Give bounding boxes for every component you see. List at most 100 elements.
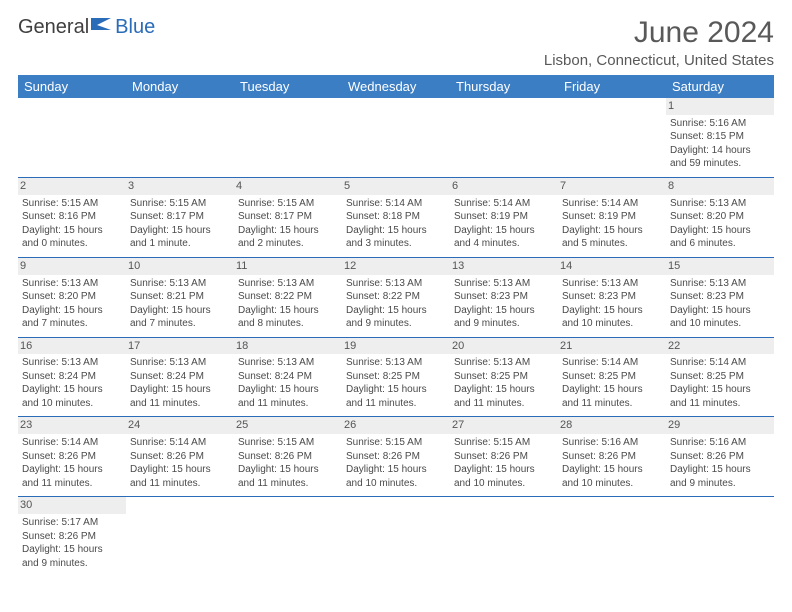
sunset-text: Sunset: 8:25 PM: [454, 370, 554, 384]
sunrise-text: Sunrise: 5:14 AM: [130, 436, 230, 450]
sunset-text: Sunset: 8:19 PM: [454, 210, 554, 224]
sunset-text: Sunset: 8:26 PM: [562, 450, 662, 464]
sunrise-text: Sunrise: 5:14 AM: [22, 436, 122, 450]
day-number: 21: [558, 338, 666, 355]
col-thursday: Thursday: [450, 75, 558, 98]
sunrise-text: Sunrise: 5:17 AM: [22, 516, 122, 530]
sunrise-text: Sunrise: 5:13 AM: [22, 277, 122, 291]
daylight-text: Daylight: 15 hours: [454, 463, 554, 477]
calendar-table: Sunday Monday Tuesday Wednesday Thursday…: [18, 75, 774, 576]
day-cell: 7Sunrise: 5:14 AMSunset: 8:19 PMDaylight…: [558, 177, 666, 257]
sunset-text: Sunset: 8:26 PM: [670, 450, 770, 464]
day-number: 15: [666, 258, 774, 275]
daylight-text: and 9 minutes.: [670, 477, 770, 491]
sunset-text: Sunset: 8:20 PM: [670, 210, 770, 224]
daylight-text: Daylight: 15 hours: [22, 383, 122, 397]
daylight-text: and 1 minute.: [130, 237, 230, 251]
sunrise-text: Sunrise: 5:13 AM: [130, 277, 230, 291]
flag-icon: [91, 16, 113, 32]
sunrise-text: Sunrise: 5:15 AM: [238, 436, 338, 450]
daylight-text: Daylight: 15 hours: [238, 224, 338, 238]
daylight-text: and 11 minutes.: [238, 397, 338, 411]
daylight-text: and 9 minutes.: [346, 317, 446, 331]
week-row: 1Sunrise: 5:16 AMSunset: 8:15 PMDaylight…: [18, 98, 774, 177]
day-cell: 18Sunrise: 5:13 AMSunset: 8:24 PMDayligh…: [234, 337, 342, 417]
sunrise-text: Sunrise: 5:15 AM: [238, 197, 338, 211]
sunrise-text: Sunrise: 5:13 AM: [22, 356, 122, 370]
sunrise-text: Sunrise: 5:15 AM: [22, 197, 122, 211]
day-cell: 3Sunrise: 5:15 AMSunset: 8:17 PMDaylight…: [126, 177, 234, 257]
daylight-text: Daylight: 15 hours: [670, 304, 770, 318]
sunset-text: Sunset: 8:24 PM: [22, 370, 122, 384]
day-cell: 6Sunrise: 5:14 AMSunset: 8:19 PMDaylight…: [450, 177, 558, 257]
day-cell: 5Sunrise: 5:14 AMSunset: 8:18 PMDaylight…: [342, 177, 450, 257]
day-cell: [666, 497, 774, 576]
day-number: 8: [666, 178, 774, 195]
daylight-text: Daylight: 15 hours: [238, 304, 338, 318]
day-cell: 9Sunrise: 5:13 AMSunset: 8:20 PMDaylight…: [18, 257, 126, 337]
daylight-text: and 59 minutes.: [670, 157, 770, 171]
sunrise-text: Sunrise: 5:13 AM: [346, 277, 446, 291]
day-cell: 25Sunrise: 5:15 AMSunset: 8:26 PMDayligh…: [234, 417, 342, 497]
sunset-text: Sunset: 8:21 PM: [130, 290, 230, 304]
daylight-text: and 2 minutes.: [238, 237, 338, 251]
daylight-text: and 8 minutes.: [238, 317, 338, 331]
sunrise-text: Sunrise: 5:13 AM: [562, 277, 662, 291]
sunrise-text: Sunrise: 5:16 AM: [562, 436, 662, 450]
day-cell: 26Sunrise: 5:15 AMSunset: 8:26 PMDayligh…: [342, 417, 450, 497]
daylight-text: Daylight: 15 hours: [454, 304, 554, 318]
day-number: 19: [342, 338, 450, 355]
day-number: 18: [234, 338, 342, 355]
sunset-text: Sunset: 8:16 PM: [22, 210, 122, 224]
sunset-text: Sunset: 8:15 PM: [670, 130, 770, 144]
sunset-text: Sunset: 8:25 PM: [346, 370, 446, 384]
sunrise-text: Sunrise: 5:16 AM: [670, 117, 770, 131]
daylight-text: and 5 minutes.: [562, 237, 662, 251]
day-number: 9: [18, 258, 126, 275]
sunrise-text: Sunrise: 5:13 AM: [454, 277, 554, 291]
sunset-text: Sunset: 8:23 PM: [562, 290, 662, 304]
day-cell: [450, 98, 558, 177]
daylight-text: and 7 minutes.: [130, 317, 230, 331]
day-cell: 1Sunrise: 5:16 AMSunset: 8:15 PMDaylight…: [666, 98, 774, 177]
day-cell: 21Sunrise: 5:14 AMSunset: 8:25 PMDayligh…: [558, 337, 666, 417]
day-number: 30: [18, 497, 126, 514]
sunrise-text: Sunrise: 5:14 AM: [454, 197, 554, 211]
daylight-text: Daylight: 15 hours: [454, 383, 554, 397]
sunset-text: Sunset: 8:23 PM: [670, 290, 770, 304]
day-number: 10: [126, 258, 234, 275]
sunset-text: Sunset: 8:18 PM: [346, 210, 446, 224]
sunset-text: Sunset: 8:22 PM: [346, 290, 446, 304]
day-cell: [342, 98, 450, 177]
day-cell: 16Sunrise: 5:13 AMSunset: 8:24 PMDayligh…: [18, 337, 126, 417]
day-number: 3: [126, 178, 234, 195]
daylight-text: and 11 minutes.: [346, 397, 446, 411]
sunrise-text: Sunrise: 5:15 AM: [346, 436, 446, 450]
day-cell: 22Sunrise: 5:14 AMSunset: 8:25 PMDayligh…: [666, 337, 774, 417]
sunrise-text: Sunrise: 5:14 AM: [562, 356, 662, 370]
daylight-text: and 9 minutes.: [454, 317, 554, 331]
day-cell: 2Sunrise: 5:15 AMSunset: 8:16 PMDaylight…: [18, 177, 126, 257]
day-number: 25: [234, 417, 342, 434]
daylight-text: and 10 minutes.: [454, 477, 554, 491]
sunset-text: Sunset: 8:26 PM: [346, 450, 446, 464]
sunset-text: Sunset: 8:24 PM: [130, 370, 230, 384]
day-cell: 8Sunrise: 5:13 AMSunset: 8:20 PMDaylight…: [666, 177, 774, 257]
sunset-text: Sunset: 8:22 PM: [238, 290, 338, 304]
sunset-text: Sunset: 8:26 PM: [22, 530, 122, 544]
day-cell: [450, 497, 558, 576]
daylight-text: and 3 minutes.: [346, 237, 446, 251]
sunset-text: Sunset: 8:26 PM: [130, 450, 230, 464]
week-row: 30Sunrise: 5:17 AMSunset: 8:26 PMDayligh…: [18, 497, 774, 576]
day-cell: 10Sunrise: 5:13 AMSunset: 8:21 PMDayligh…: [126, 257, 234, 337]
sunset-text: Sunset: 8:25 PM: [562, 370, 662, 384]
daylight-text: Daylight: 15 hours: [670, 383, 770, 397]
col-monday: Monday: [126, 75, 234, 98]
sunrise-text: Sunrise: 5:13 AM: [454, 356, 554, 370]
day-cell: 4Sunrise: 5:15 AMSunset: 8:17 PMDaylight…: [234, 177, 342, 257]
sunrise-text: Sunrise: 5:15 AM: [130, 197, 230, 211]
logo: General Blue: [18, 16, 155, 39]
col-wednesday: Wednesday: [342, 75, 450, 98]
daylight-text: Daylight: 15 hours: [238, 463, 338, 477]
day-cell: [234, 497, 342, 576]
